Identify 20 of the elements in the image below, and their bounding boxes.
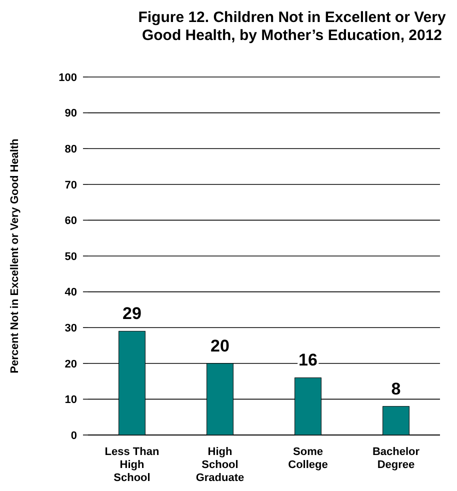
data-label: 20 [210, 336, 230, 356]
y-tick-label: 100 [58, 72, 77, 84]
y-tick-label: 60 [64, 215, 77, 228]
y-tick-label: 0 [70, 430, 77, 442]
y-tick-label: 20 [64, 358, 77, 370]
x-tick-label: Some College [288, 446, 328, 471]
y-tick-label: 10 [64, 394, 77, 406]
data-label: 29 [122, 304, 142, 324]
x-tick-label: Less Than High School [104, 446, 160, 484]
data-label: 8 [391, 379, 401, 398]
y-tick-label: 50 [64, 250, 77, 263]
y-tick-label: 40 [64, 286, 77, 299]
x-tick-label: High School Graduate [196, 446, 244, 484]
y-tick-label: 70 [64, 179, 77, 192]
y-tick-label: 90 [64, 108, 77, 120]
y-axis-title: Percent Not in Excellent or Very Good Health [9, 138, 21, 374]
chart-title: Figure 12. Children Not in Excellent or Very Good Health, by Mother’s Education, 2012 [138, 9, 446, 44]
x-tick-label: Bachelor Degree [372, 446, 420, 471]
y-tick-label: 30 [64, 322, 77, 334]
y-tick-label: 80 [64, 143, 77, 156]
